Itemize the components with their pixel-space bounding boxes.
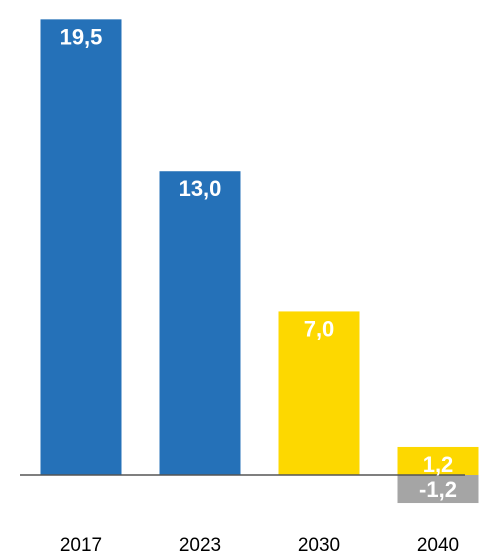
x-tick-label-2030: 2030 xyxy=(298,535,340,553)
x-tick-label-2017: 2017 xyxy=(60,535,102,553)
bar-value-label-2017: 19,5 xyxy=(60,24,103,49)
bar-value-label-2030: 7,0 xyxy=(304,316,335,341)
labels-layer: 19,5 13,0 7,0 1,2-1,2 xyxy=(60,24,457,502)
bar-2030 xyxy=(278,311,360,475)
bars-layer xyxy=(40,19,479,504)
bar-2023 xyxy=(159,171,241,476)
negative-bar-2040 xyxy=(397,475,479,504)
x-tick-label-2040: 2040 xyxy=(417,535,459,553)
bar-value-label-2040: 1,2 xyxy=(423,452,454,477)
bar-2040 xyxy=(397,446,479,475)
negative-value-label-2040: -1,2 xyxy=(419,477,457,502)
bar-value-label-2023: 13,0 xyxy=(179,176,222,201)
x-axis-tick-labels: 2017 2023 2030 2040 xyxy=(60,535,459,553)
x-tick-label-2023: 2023 xyxy=(179,535,221,553)
bar-2017 xyxy=(40,19,122,475)
